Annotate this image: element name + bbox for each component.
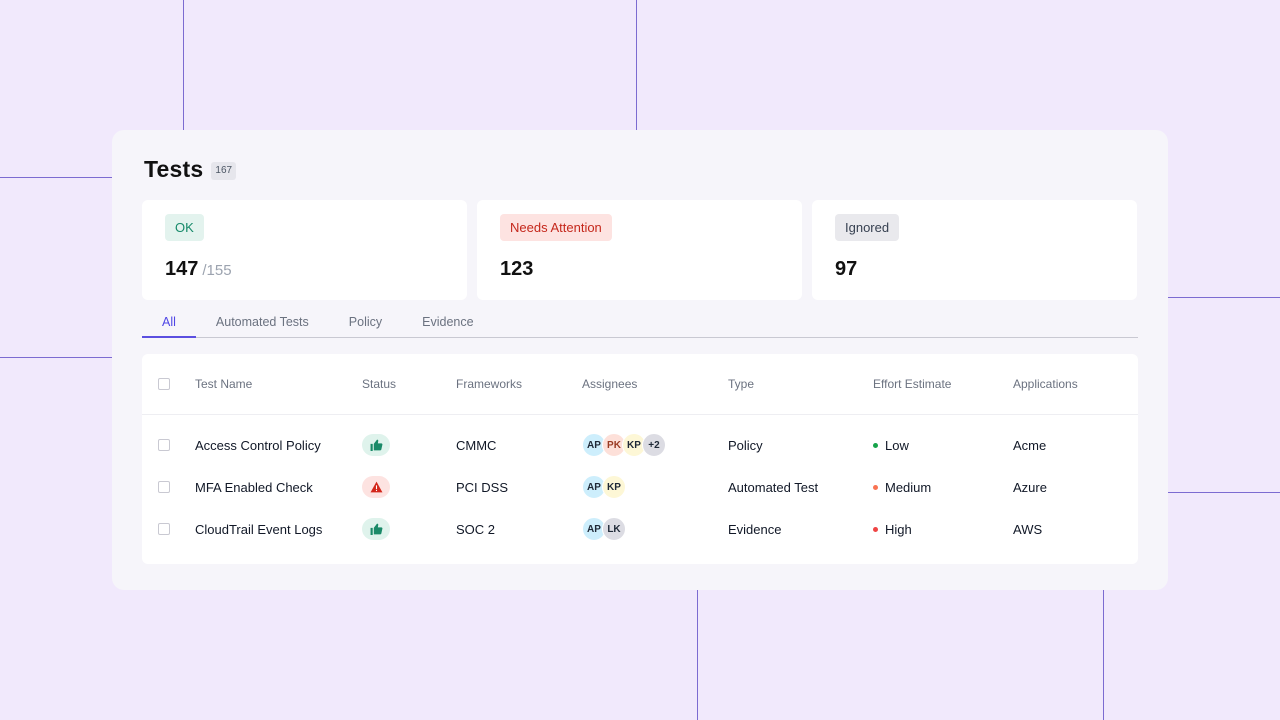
ok-value: 147 (165, 258, 199, 280)
summary-cards: OK 147/155 Needs Attention 123 Ignored 9… (142, 200, 1137, 300)
effort-estimate: Low (885, 437, 909, 453)
grid-line (1168, 297, 1280, 298)
warning-icon (370, 481, 382, 493)
table-header: Test Name Status Frameworks Assignees Ty… (142, 354, 1138, 415)
effort-estimate: High (885, 521, 912, 537)
type: Evidence (728, 521, 782, 537)
application: AWS (1013, 521, 1043, 537)
ok-pill: OK (165, 214, 204, 241)
effort-dot (873, 442, 878, 448)
table-row[interactable]: Access Control Policy CMMC AP PK KP +2 P… (142, 424, 1138, 466)
framework: SOC 2 (456, 521, 496, 537)
assignee-avatars[interactable]: AP PK KP +2 (582, 433, 666, 457)
tab-policy[interactable]: Policy (348, 315, 383, 329)
ignored-metric: 97 (835, 258, 857, 281)
status-badge (362, 434, 390, 456)
column-header-frameworks[interactable]: Frameworks (456, 377, 523, 391)
needs-attention-metric: 123 (500, 258, 533, 281)
row-checkbox[interactable] (158, 481, 170, 493)
status-badge (362, 476, 390, 498)
ok-metric: 147/155 (165, 258, 232, 281)
application: Acme (1013, 437, 1047, 453)
effort-estimate: Medium (885, 479, 932, 495)
select-all-checkbox[interactable] (158, 378, 170, 390)
tab-evidence[interactable]: Evidence (422, 315, 474, 329)
summary-card-ok[interactable]: OK 147/155 (142, 200, 467, 300)
summary-card-ignored[interactable]: Ignored 97 (812, 200, 1137, 300)
tab-automated-tests[interactable]: Automated Tests (215, 315, 309, 329)
grid-line (1103, 590, 1104, 720)
page-header: Tests 167 (144, 156, 237, 183)
needs-attention-value: 123 (500, 258, 534, 280)
column-header-status[interactable]: Status (362, 377, 397, 391)
application: Azure (1013, 479, 1047, 495)
column-header-type[interactable]: Type (728, 377, 755, 391)
avatar[interactable]: PK (602, 433, 626, 457)
column-header-test-name[interactable]: Test Name (195, 377, 253, 391)
effort-dot (873, 484, 878, 490)
grid-line (1168, 492, 1280, 493)
column-header-assignees[interactable]: Assignees (582, 377, 638, 391)
grid-line (0, 357, 112, 358)
needs-attention-pill: Needs Attention (500, 214, 612, 241)
ignored-pill: Ignored (835, 214, 900, 241)
tests-count-badge: 167 (211, 161, 237, 180)
ok-total: /155 (202, 262, 232, 279)
row-checkbox[interactable] (158, 523, 170, 535)
test-name[interactable]: Access Control Policy (195, 437, 321, 453)
effort-dot (873, 526, 878, 532)
type: Policy (728, 437, 763, 453)
tab-all[interactable]: All (142, 308, 196, 338)
test-name[interactable]: CloudTrail Event Logs (195, 521, 323, 537)
ignored-value: 97 (835, 258, 858, 280)
framework: CMMC (456, 437, 497, 453)
grid-line (183, 0, 184, 130)
avatar[interactable]: KP (602, 475, 626, 499)
more-assignees-badge[interactable]: +2 (642, 433, 666, 457)
filter-tabs: All Automated Tests Policy Evidence (142, 308, 1138, 338)
framework: PCI DSS (456, 479, 509, 495)
thumbs-up-icon (370, 523, 382, 535)
summary-card-needs-attention[interactable]: Needs Attention 123 (477, 200, 802, 300)
assignee-avatars[interactable]: AP LK (582, 517, 626, 541)
row-checkbox[interactable] (158, 439, 170, 451)
grid-line (697, 590, 698, 720)
status-badge (362, 518, 390, 540)
assignee-avatars[interactable]: AP KP (582, 475, 626, 499)
avatar[interactable]: LK (602, 517, 626, 541)
type: Automated Test (728, 479, 819, 495)
tests-panel: Tests 167 OK 147/155 Needs Attention 123… (112, 130, 1168, 590)
table-row[interactable]: MFA Enabled Check PCI DSS AP KP Automate… (142, 466, 1138, 508)
thumbs-up-icon (370, 439, 382, 451)
grid-line (636, 0, 637, 130)
tests-table: Test Name Status Frameworks Assignees Ty… (142, 354, 1138, 564)
test-name[interactable]: MFA Enabled Check (195, 479, 313, 495)
column-header-applications[interactable]: Applications (1013, 377, 1078, 391)
page-title: Tests (144, 156, 204, 182)
table-row[interactable]: CloudTrail Event Logs SOC 2 AP LK Eviden… (142, 508, 1138, 550)
column-header-effort-estimate[interactable]: Effort Estimate (873, 377, 952, 391)
grid-line (0, 177, 112, 178)
